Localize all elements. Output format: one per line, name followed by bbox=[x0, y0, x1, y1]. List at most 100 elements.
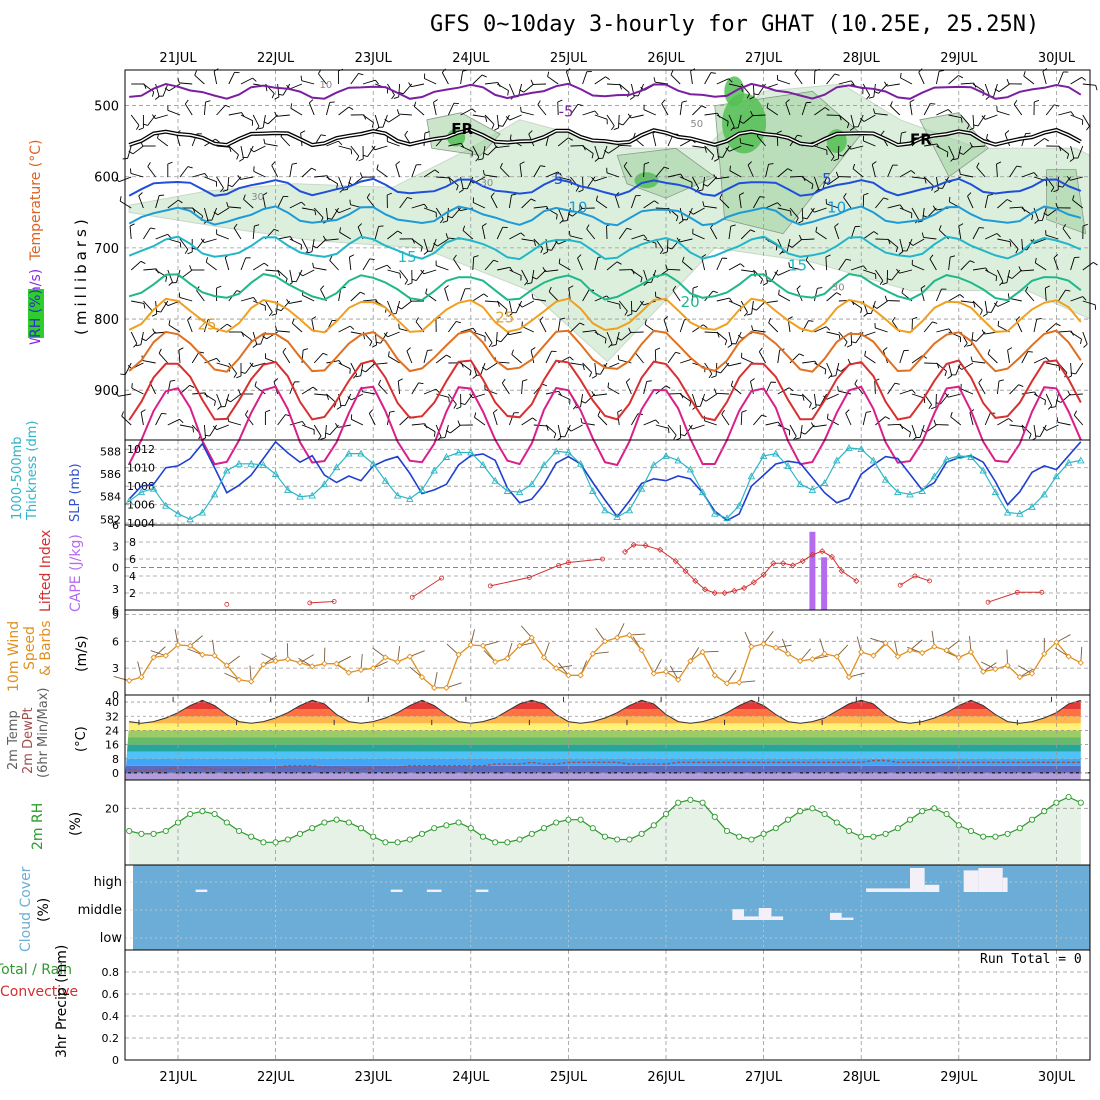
wind-barb-flag bbox=[714, 158, 719, 162]
wind-barb-flag bbox=[834, 73, 840, 76]
wind-barb bbox=[252, 226, 255, 240]
wind-barb bbox=[496, 145, 510, 149]
wind-barb bbox=[1058, 145, 1069, 155]
wind10-point bbox=[858, 648, 865, 656]
wind-barb-flag bbox=[624, 310, 628, 316]
wind-barb bbox=[262, 195, 266, 209]
wind10-point bbox=[955, 654, 962, 661]
temp-tick-4: 32 bbox=[105, 710, 119, 723]
wind-barb bbox=[318, 73, 327, 85]
wind-barb-flag bbox=[532, 417, 537, 422]
wind-barb bbox=[984, 83, 991, 97]
thickness-point bbox=[1003, 508, 1012, 516]
rh2m-point bbox=[492, 839, 499, 846]
wind-barb bbox=[826, 393, 839, 400]
wind-barb-flag bbox=[575, 186, 579, 192]
wind-barb bbox=[680, 176, 693, 183]
wind-barb bbox=[1023, 75, 1035, 85]
wind10-point bbox=[784, 650, 792, 657]
wind-barb bbox=[826, 331, 840, 336]
cloud-level-high: high bbox=[94, 875, 122, 890]
wind-tick-2: 6 bbox=[112, 635, 119, 648]
wind-barb bbox=[684, 424, 693, 436]
wind-barb-flag bbox=[309, 99, 314, 104]
isotherm-line-8 bbox=[128, 359, 1082, 422]
wind-barb-flag bbox=[963, 342, 968, 348]
wind-barb bbox=[501, 382, 510, 395]
wind-barb bbox=[360, 362, 364, 376]
wind10-point bbox=[1028, 670, 1036, 677]
wind-barb bbox=[245, 414, 254, 426]
wind-barb bbox=[923, 176, 934, 187]
wind-barb-flag bbox=[501, 378, 506, 384]
wind10-point bbox=[553, 665, 560, 672]
wind-barb-flag bbox=[240, 371, 246, 374]
wind-barb bbox=[740, 229, 751, 240]
wind-barb bbox=[606, 83, 621, 86]
wind10-point bbox=[296, 659, 304, 666]
wind-barb bbox=[453, 258, 461, 271]
wind-barb-flag bbox=[950, 255, 956, 258]
wind-barb bbox=[413, 106, 425, 116]
wind10-point bbox=[662, 668, 670, 675]
wind-barb bbox=[472, 74, 483, 85]
rh2m-point bbox=[675, 799, 682, 806]
wind-barb bbox=[399, 197, 408, 209]
wind-barb bbox=[203, 238, 217, 244]
wind-barb bbox=[1011, 269, 1023, 279]
wind-barb bbox=[874, 112, 888, 116]
wind-barb-flag bbox=[721, 409, 725, 415]
wind-barb bbox=[743, 114, 754, 124]
wind-barb bbox=[216, 176, 224, 189]
wind-barb-flag bbox=[704, 147, 707, 153]
wind-barb bbox=[423, 424, 436, 433]
wind-barb bbox=[308, 102, 315, 116]
thickness-point bbox=[845, 443, 853, 451]
wind-barb-flag bbox=[673, 434, 677, 440]
wind-barb-flag bbox=[750, 378, 755, 382]
wind-barb-flag bbox=[802, 217, 808, 220]
wind-barb-flag bbox=[444, 285, 449, 289]
wind-barb-flag bbox=[866, 94, 871, 100]
wind10-point bbox=[455, 651, 462, 658]
wind-barb bbox=[863, 140, 876, 147]
cloud-high-4 bbox=[866, 888, 910, 892]
wind-barb bbox=[716, 297, 730, 302]
wind-barb bbox=[827, 176, 840, 185]
thickness-point bbox=[759, 451, 768, 459]
wind-barb-flag bbox=[608, 343, 613, 348]
wind-barb bbox=[375, 264, 388, 271]
wind-barb-flag bbox=[229, 147, 232, 153]
wind-barb bbox=[508, 195, 512, 209]
rh2m-point bbox=[321, 819, 328, 826]
wind-barb bbox=[143, 227, 151, 240]
x-tick-top-6: 27JUL bbox=[745, 51, 783, 66]
wind-barb bbox=[852, 168, 864, 178]
wind-barb bbox=[466, 176, 474, 189]
wind-barb bbox=[338, 325, 351, 333]
wind10-barb bbox=[137, 661, 142, 678]
wind-barb bbox=[854, 383, 864, 395]
wind-barb bbox=[594, 257, 599, 271]
wind10-point bbox=[1004, 662, 1011, 669]
rh2m-point bbox=[992, 833, 999, 840]
wind-barb bbox=[521, 326, 534, 333]
wind-barb-flag bbox=[743, 312, 748, 317]
wind-barb-flag bbox=[456, 185, 459, 191]
wind-barb bbox=[850, 265, 864, 271]
wind-barb bbox=[887, 164, 894, 178]
wind-barb-flag bbox=[836, 292, 842, 296]
wind-barb bbox=[845, 412, 852, 426]
wind-barb bbox=[472, 257, 475, 271]
wind-barb bbox=[292, 322, 303, 333]
wind-barb-flag bbox=[969, 127, 975, 131]
wind-barb bbox=[738, 195, 742, 209]
wind-barb bbox=[935, 288, 942, 302]
x-tick-bottom-5: 26JUL bbox=[647, 1070, 685, 1085]
wind-barb bbox=[423, 269, 437, 275]
precip-tick-1: 0.2 bbox=[102, 1032, 120, 1045]
wind-barb bbox=[690, 71, 693, 85]
wind-barb bbox=[890, 105, 901, 116]
wind-barb-flag bbox=[1050, 187, 1055, 192]
thickness-point bbox=[881, 475, 890, 483]
